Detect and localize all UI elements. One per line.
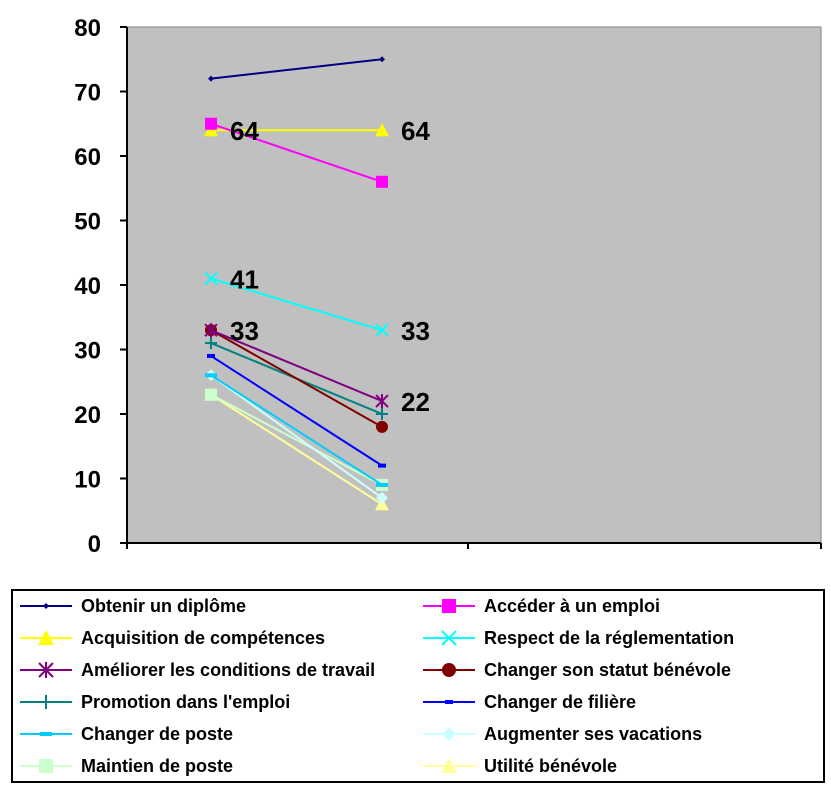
marker	[39, 759, 53, 773]
marker	[205, 388, 217, 401]
data-label: 41	[230, 265, 259, 295]
series-line	[210, 122, 383, 183]
marker	[40, 732, 52, 736]
marker	[375, 394, 389, 409]
marker	[445, 700, 453, 704]
series-line	[210, 393, 383, 486]
series-1	[205, 117, 388, 188]
marker	[207, 353, 215, 358]
data-label: 22	[401, 387, 430, 417]
data-label: 33	[401, 316, 430, 346]
marker	[43, 603, 49, 609]
marker	[376, 491, 388, 504]
marker	[375, 123, 389, 137]
legend-label: Respect de la réglementation	[484, 628, 734, 648]
series-4	[204, 323, 389, 409]
legend-item: Changer de poste	[20, 724, 233, 744]
legend-label: Augmenter ses vacations	[484, 724, 702, 744]
marker	[205, 117, 217, 130]
legend-item: Augmenter ses vacations	[423, 724, 702, 744]
y-tick-label: 10	[74, 467, 101, 494]
y-tick-label: 80	[74, 15, 101, 42]
marker	[376, 408, 388, 420]
series-line	[210, 374, 383, 499]
legend-label: Changer son statut bénévole	[484, 660, 731, 680]
marker	[205, 337, 217, 350]
y-tick-label: 60	[74, 144, 101, 171]
legend-item: Changer de filière	[423, 692, 636, 712]
series-7	[207, 353, 386, 468]
marker	[442, 727, 456, 741]
series-line	[210, 58, 383, 80]
legend-item: Respect de la réglementation	[423, 628, 734, 648]
marker	[376, 420, 388, 433]
legend-label: Utilité bénévole	[484, 756, 617, 776]
y-tick-label: 0	[88, 531, 101, 558]
y-tick-label: 20	[74, 402, 101, 429]
legend-item: Maintien de poste	[20, 756, 233, 776]
legend-label: Promotion dans l'emploi	[81, 692, 290, 712]
legend-item: Acquisition de compétences	[20, 628, 325, 648]
legend-label: Maintien de poste	[81, 756, 233, 776]
marker	[376, 482, 388, 487]
legend-item: Améliorer les conditions de travail	[20, 660, 375, 680]
series-line	[210, 329, 383, 428]
marker	[378, 463, 386, 468]
legend-label: Changer de poste	[81, 724, 233, 744]
marker	[441, 758, 457, 773]
legend-label: Acquisition de compétences	[81, 628, 325, 648]
series-line	[210, 329, 383, 403]
legend-item: Changer son statut bénévole	[423, 660, 731, 680]
marker	[204, 323, 218, 338]
marker	[441, 630, 457, 646]
marker	[442, 599, 456, 613]
series-line	[210, 355, 383, 467]
marker	[204, 271, 218, 286]
y-tick-label: 50	[74, 209, 101, 236]
legend-label: Améliorer les conditions de travail	[81, 660, 375, 680]
marker	[376, 175, 388, 188]
marker	[208, 75, 214, 82]
series-line	[210, 374, 383, 486]
legend-label: Obtenir un diplôme	[81, 596, 246, 616]
plot-area	[126, 26, 822, 544]
legend-item: Accéder à un emploi	[423, 596, 660, 616]
legend-item: Utilité bénévole	[423, 756, 617, 776]
marker	[379, 56, 385, 63]
marker	[442, 663, 456, 677]
series-8	[205, 373, 388, 487]
legend-item: Obtenir un diplôme	[20, 596, 246, 616]
series-3	[204, 271, 389, 337]
marker	[38, 630, 54, 645]
data-label: 64	[401, 116, 430, 146]
data-label: 33	[230, 316, 259, 346]
legend-box	[11, 589, 825, 783]
y-tick-label: 30	[74, 338, 101, 365]
series-line	[210, 277, 383, 332]
legend-label: Changer de filière	[484, 692, 636, 712]
marker	[205, 373, 217, 378]
series-line	[210, 393, 383, 506]
y-tick-label: 40	[74, 273, 101, 300]
marker	[39, 695, 53, 709]
legend-item: Promotion dans l'emploi	[20, 692, 290, 712]
data-label: 64	[230, 116, 259, 146]
y-tick-label: 70	[74, 80, 101, 107]
legend-label: Accéder à un emploi	[484, 596, 660, 616]
marker	[38, 662, 54, 678]
series-0	[208, 56, 385, 82]
marker	[375, 323, 389, 337]
